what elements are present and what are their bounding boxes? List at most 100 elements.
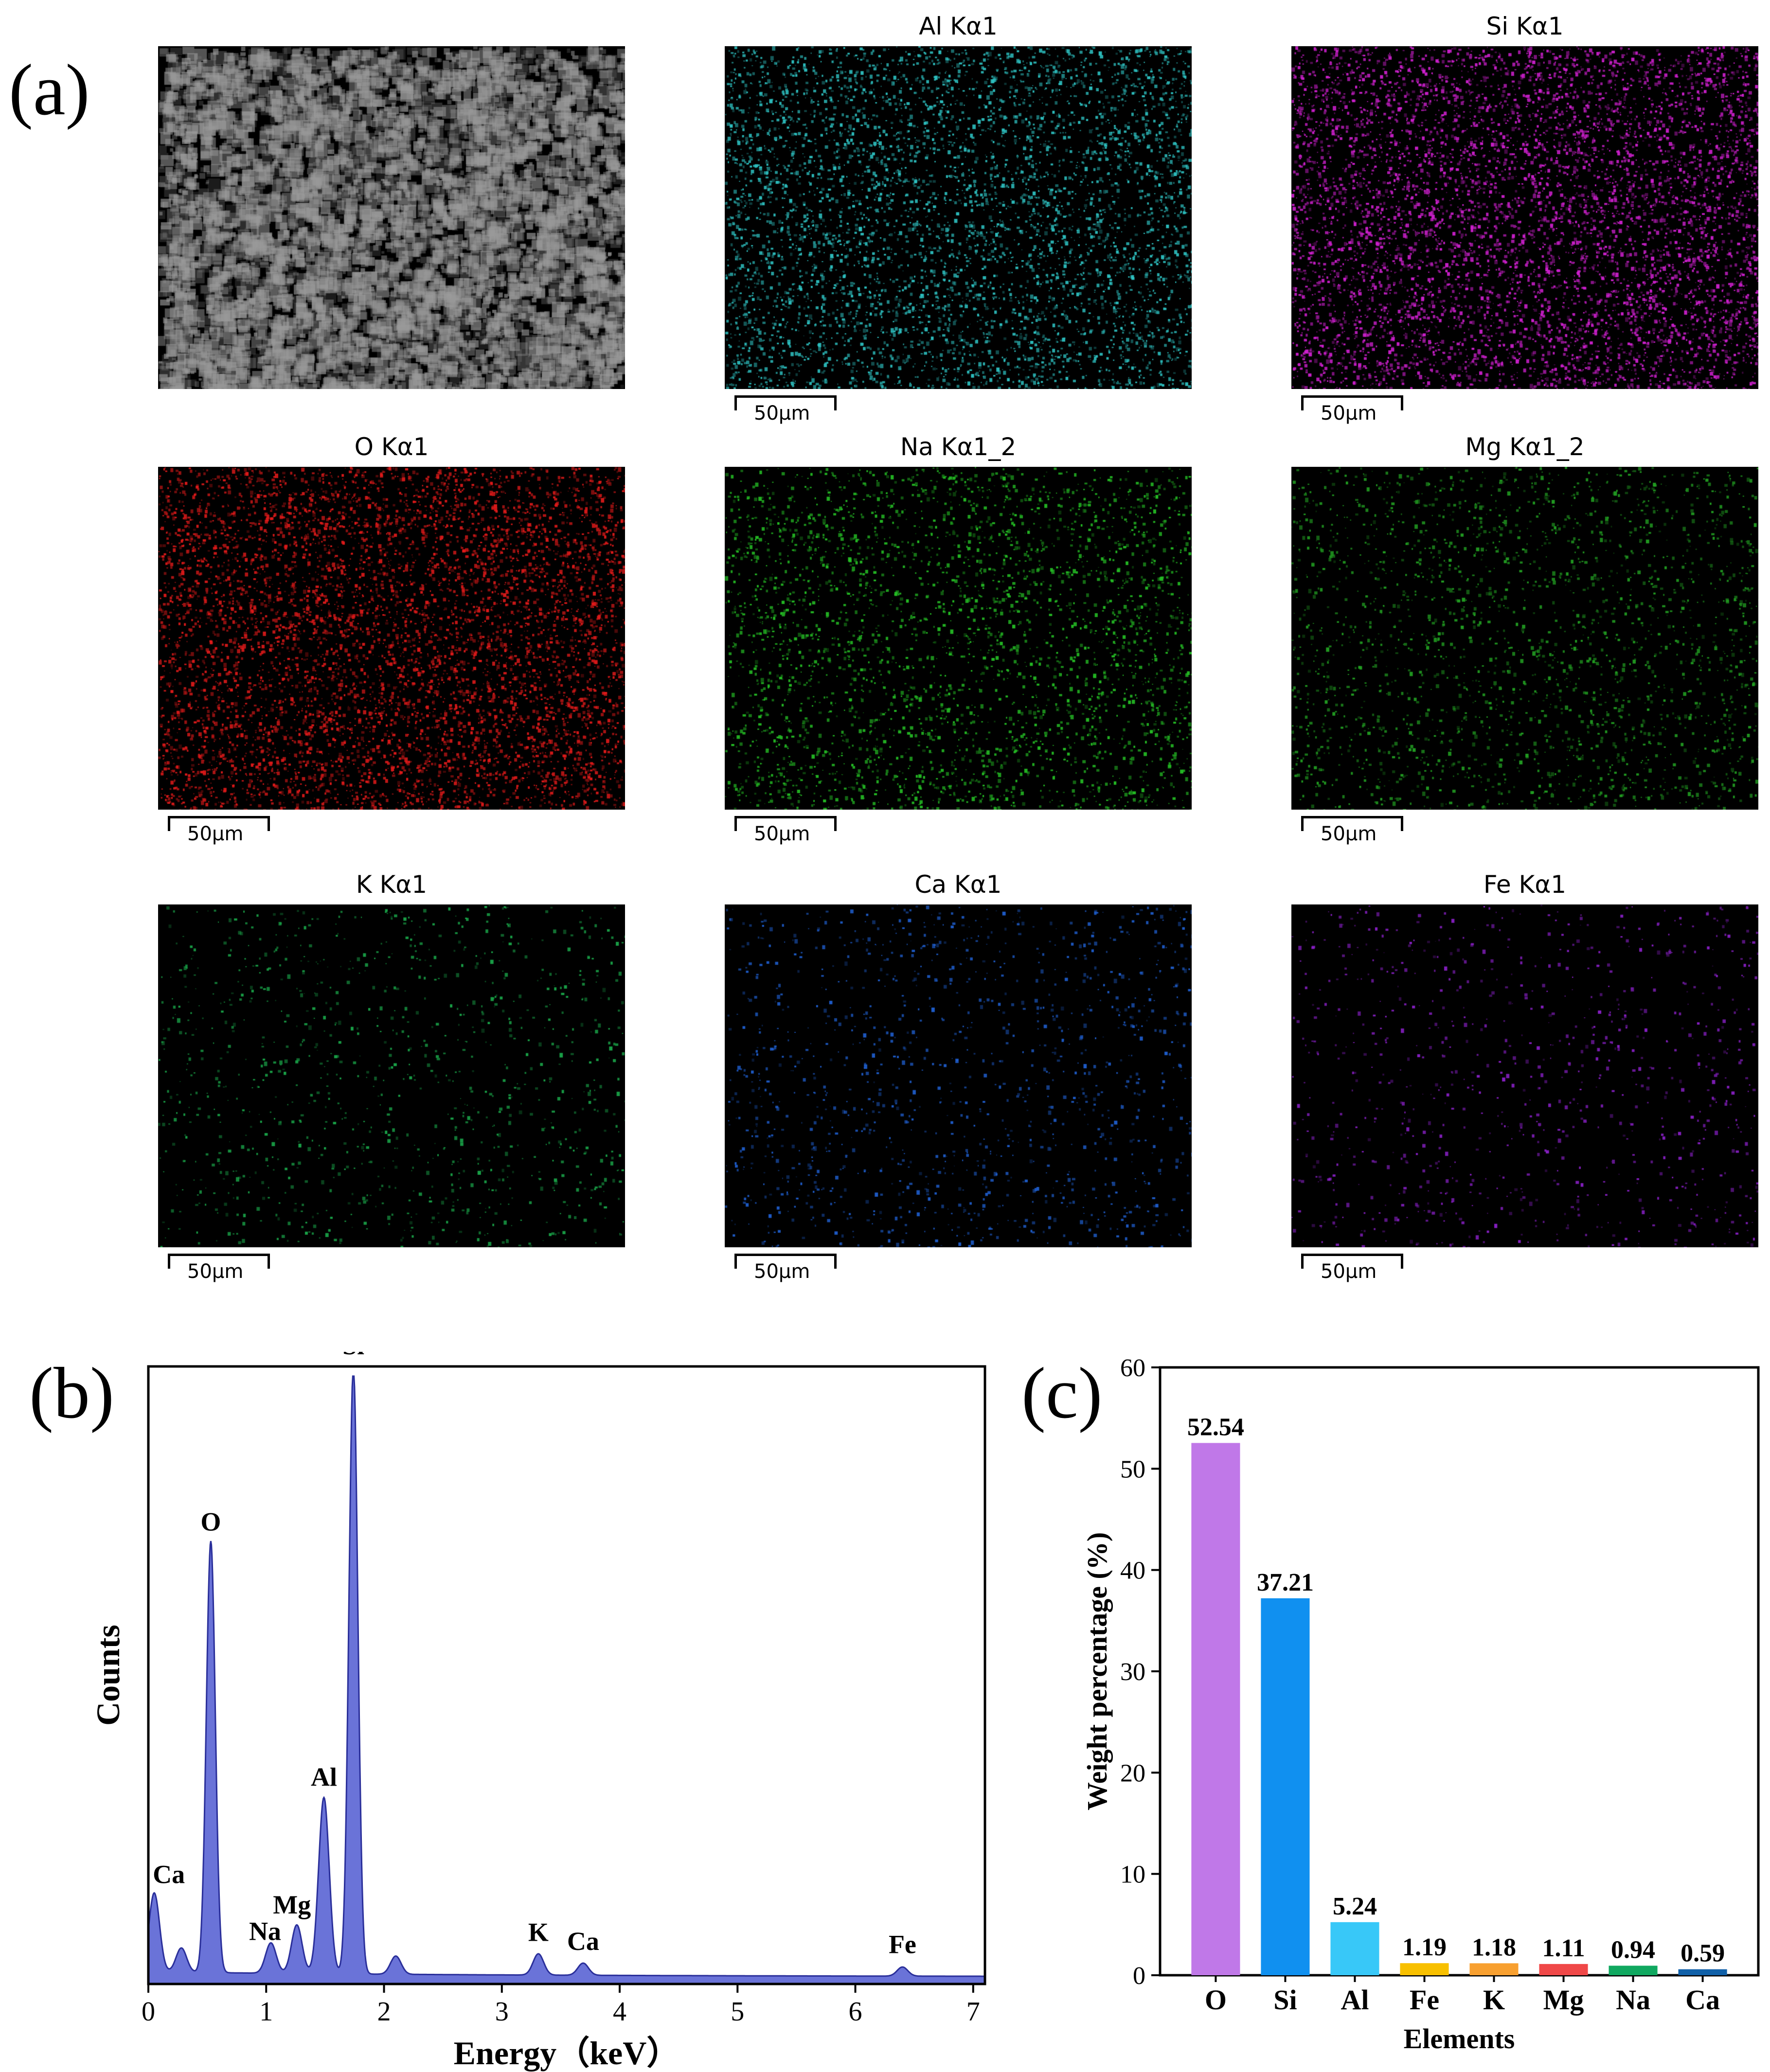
panel-label-a: (a) <box>9 50 90 130</box>
map-texture <box>1291 467 1758 810</box>
bar-value-label: 1.18 <box>1472 1933 1516 1961</box>
category-label: K <box>1483 1984 1505 2016</box>
category-label: Ca <box>1685 1984 1720 2016</box>
bar <box>1539 1964 1588 1975</box>
x-axis-label: Elements <box>1404 2023 1515 2054</box>
scale-bar <box>168 1254 270 1269</box>
map-texture <box>158 46 625 389</box>
scale-bar-label: 50μm <box>754 1260 810 1283</box>
category-label: Fe <box>1410 1984 1439 2016</box>
peak-label: Al <box>311 1763 337 1792</box>
map-title: K Kα1 <box>356 870 428 899</box>
bar-value-label: 52.54 <box>1187 1413 1244 1441</box>
y-tick-label: 10 <box>1120 1861 1145 1889</box>
bar-value-label: 1.19 <box>1402 1933 1447 1961</box>
element-map <box>725 46 1192 389</box>
map-title: Al Kα1 <box>919 12 998 40</box>
y-tick-label: 0 <box>1133 1962 1145 1990</box>
peak-label: Ca <box>567 1927 599 1956</box>
bar <box>1609 1966 1658 1975</box>
bar <box>1400 1963 1449 1975</box>
map-texture <box>1291 904 1758 1247</box>
element-map <box>158 904 625 1247</box>
category-label: Al <box>1341 1984 1369 2016</box>
peak-label: O <box>200 1507 221 1537</box>
scale-bar-label: 50μm <box>754 823 810 845</box>
scale-bar-label: 50μm <box>754 402 810 425</box>
scale-bar <box>1301 395 1403 410</box>
element-map <box>725 904 1192 1247</box>
bar <box>1330 1922 1379 1975</box>
panel-label-c: (c) <box>1021 1353 1103 1434</box>
scale-bar-label: 50μm <box>1321 823 1377 845</box>
x-tick-label: 4 <box>613 1997 626 2027</box>
scale-bar <box>734 395 837 410</box>
panel-label-b: (b) <box>29 1353 114 1434</box>
bar <box>1469 1963 1519 1975</box>
element-map <box>1291 904 1758 1247</box>
map-texture <box>1291 46 1758 389</box>
y-tick-label: 30 <box>1120 1658 1145 1686</box>
x-axis-label: Energy（keV） <box>454 2035 680 2072</box>
map-texture <box>725 46 1192 389</box>
bar <box>1678 1969 1727 1975</box>
y-axis-label: Weight percentage (%) <box>1081 1532 1113 1810</box>
x-tick-label: 0 <box>142 1997 155 2027</box>
x-tick-label: 2 <box>377 1997 391 2027</box>
category-label: Na <box>1616 1984 1650 2016</box>
map-title: O Kα1 <box>354 433 429 461</box>
category-label: Si <box>1273 1984 1297 2016</box>
element-map <box>725 467 1192 810</box>
weight-percentage-chart: 0 10 20 30 40 50 60 52.54 O 37.21 Si 5.24 Al 1.19 Fe 1.… <box>1081 1354 1760 2054</box>
scale-bar-label: 50μm <box>1321 1260 1377 1283</box>
map-texture <box>725 467 1192 810</box>
sem-image <box>158 46 625 389</box>
map-title: Ca Kα1 <box>914 870 1002 899</box>
map-title: Si Kα1 <box>1486 12 1564 40</box>
peak-label: Na <box>249 1917 281 1946</box>
element-map <box>1291 46 1758 389</box>
scale-bar-label: 50μm <box>187 823 244 845</box>
bar <box>1191 1443 1240 1975</box>
scale-bar <box>1301 816 1403 831</box>
peak-label: Mg <box>273 1890 311 1919</box>
bar-value-label: 0.59 <box>1681 1940 1725 1967</box>
x-tick-label: 6 <box>849 1997 862 2027</box>
map-title: Fe Kα1 <box>1483 870 1567 899</box>
bar-value-label: 5.24 <box>1333 1893 1377 1920</box>
y-tick-label: 40 <box>1120 1557 1145 1585</box>
map-title: Na Kα1_2 <box>900 433 1017 461</box>
scale-bar <box>734 816 837 831</box>
x-tick-label: 5 <box>731 1997 744 2027</box>
x-tick-label: 3 <box>495 1997 509 2027</box>
element-map <box>1291 467 1758 810</box>
bar-value-label: 1.11 <box>1542 1934 1585 1962</box>
peak-label: Si <box>342 1352 364 1360</box>
scale-bar <box>734 1254 837 1269</box>
y-tick-label: 50 <box>1120 1455 1145 1483</box>
scale-bar-label: 50μm <box>1321 402 1377 425</box>
plot-frame <box>1159 1366 1760 1977</box>
category-label: O <box>1205 1984 1227 2016</box>
bar-value-label: 37.21 <box>1257 1569 1314 1596</box>
scale-bar <box>168 816 270 831</box>
scale-bar-label: 50μm <box>187 1260 244 1283</box>
spectrum-area <box>147 1375 986 1985</box>
peak-label: K <box>528 1917 549 1947</box>
peak-label: Fe <box>889 1930 916 1959</box>
scale-bar <box>1301 1254 1403 1269</box>
element-map <box>158 467 625 810</box>
map-texture <box>158 467 625 810</box>
y-axis-label: Counts <box>89 1625 126 1726</box>
map-texture <box>158 904 625 1247</box>
bar-value-label: 0.94 <box>1611 1936 1655 1964</box>
map-title: Mg Kα1_2 <box>1465 433 1585 461</box>
plot-frame <box>147 1365 986 1985</box>
y-tick-label: 60 <box>1120 1354 1145 1382</box>
bar <box>1261 1598 1310 1975</box>
map-texture <box>725 904 1192 1247</box>
x-tick-label: 1 <box>259 1997 273 2027</box>
x-tick-label: 7 <box>966 1997 980 2027</box>
y-tick-label: 20 <box>1120 1759 1145 1787</box>
